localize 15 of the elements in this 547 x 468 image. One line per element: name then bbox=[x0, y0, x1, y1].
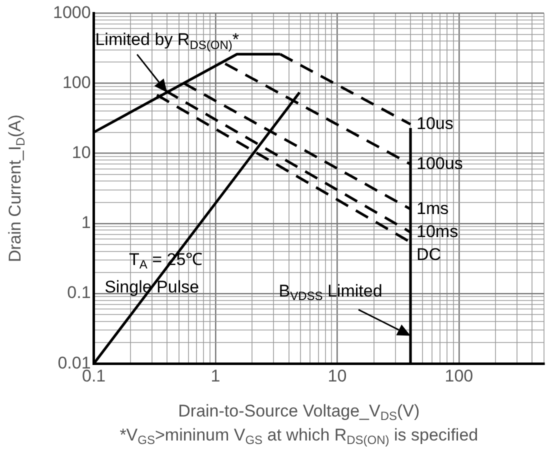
y-tick-label: 10 bbox=[72, 143, 91, 162]
annotation: Single Pulse bbox=[104, 278, 200, 297]
y-tick-label: 100 bbox=[62, 72, 91, 92]
series-label: 1ms bbox=[416, 198, 449, 218]
series-label: 10ms bbox=[416, 222, 458, 241]
y-tick-label: 0.1 bbox=[67, 283, 91, 302]
series-label: DC bbox=[416, 244, 442, 264]
series-label: 10us bbox=[416, 114, 454, 133]
x-tick-label: 1 bbox=[210, 366, 220, 386]
x-tick-label: 10 bbox=[328, 366, 347, 386]
y-axis-title: Drain Current_ID(A) bbox=[6, 114, 28, 262]
series-label: 100us bbox=[416, 154, 463, 173]
y-tick-label: 1 bbox=[81, 213, 91, 232]
x-tick-label: 100 bbox=[444, 366, 474, 386]
y-tick-label: 1000 bbox=[52, 2, 91, 22]
